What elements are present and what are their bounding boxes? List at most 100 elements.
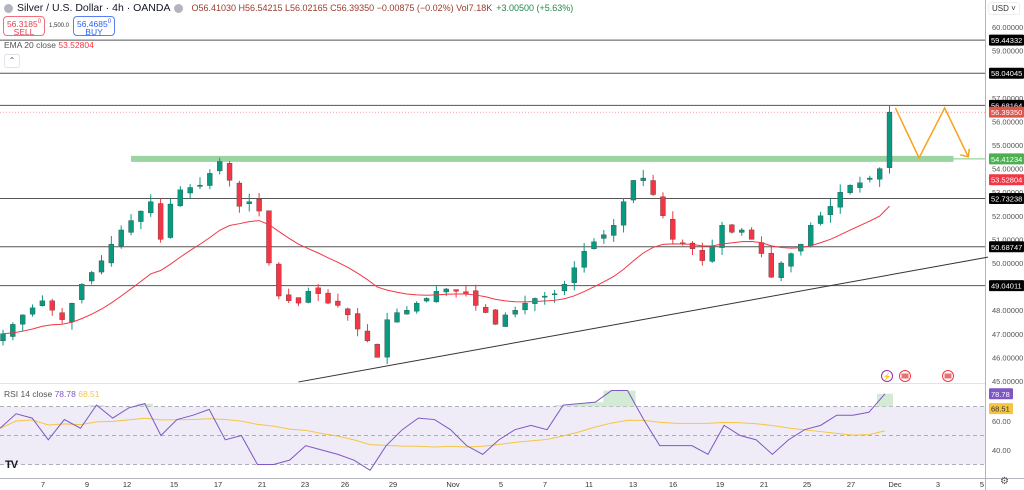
candle-body xyxy=(778,262,784,278)
candle xyxy=(59,307,65,324)
candle xyxy=(502,312,509,327)
candle xyxy=(118,225,124,249)
symbol-icon xyxy=(4,3,13,13)
candle xyxy=(236,180,243,213)
candle-body xyxy=(148,201,154,214)
candle-body xyxy=(492,309,499,325)
candle xyxy=(39,295,46,307)
candle xyxy=(266,210,272,266)
candle-body xyxy=(29,307,36,315)
currency-selector[interactable]: USD ˅ xyxy=(988,2,1020,15)
candle xyxy=(29,304,36,317)
candle-body xyxy=(295,297,302,304)
candle-body xyxy=(167,203,174,238)
time-tick-label: 13 xyxy=(629,480,637,489)
candle-body xyxy=(463,291,469,294)
candle xyxy=(877,167,883,187)
candle-body xyxy=(0,333,6,342)
candle xyxy=(689,241,696,255)
trade-panel: 56.31850 SELL 1,500.0 56.46850 BUY xyxy=(3,16,116,37)
buy-price: 56.4685 xyxy=(76,18,108,29)
candle xyxy=(512,306,518,318)
last-price-tag: 56.39350 xyxy=(989,106,1024,118)
gear-icon[interactable]: ⚙ xyxy=(1000,476,1009,487)
time-tick-label: 21 xyxy=(258,480,266,489)
candle xyxy=(463,285,469,297)
candle-body xyxy=(217,161,223,172)
rsi-overbought-fill xyxy=(619,390,636,407)
candle-body xyxy=(886,111,893,168)
candle xyxy=(276,262,282,300)
candle-body xyxy=(788,253,794,267)
time-tick-label: 27 xyxy=(847,480,855,489)
candle-body xyxy=(246,201,252,204)
candle xyxy=(217,157,223,175)
level-price-tag: 58.04045 xyxy=(989,67,1024,79)
candle-body xyxy=(670,219,676,240)
candle xyxy=(886,105,893,174)
price-tick-label: 59.00000 xyxy=(992,47,1023,56)
candle-body xyxy=(640,177,646,181)
candle xyxy=(148,194,154,217)
candle-body xyxy=(423,298,430,302)
candle xyxy=(748,227,755,240)
candle-body xyxy=(453,289,459,292)
candle xyxy=(758,236,765,258)
candle-body xyxy=(512,310,518,315)
rsi-overbought-fill xyxy=(603,390,620,407)
candle xyxy=(226,161,233,187)
time-tick-label: 19 xyxy=(716,480,724,489)
sell-price: 56.3185 xyxy=(6,18,38,29)
candle-body xyxy=(768,253,774,278)
rsi-legend-ma-value: 68.51 xyxy=(78,389,100,399)
candle xyxy=(532,297,538,312)
candle xyxy=(177,186,183,207)
candle xyxy=(364,324,371,343)
time-tick-label: 23 xyxy=(301,480,309,489)
event-circle xyxy=(881,370,893,382)
level-price-tag-bg xyxy=(989,280,1024,292)
candle-body xyxy=(325,292,331,304)
candle xyxy=(79,283,85,304)
level-price-tag: 59.44332 xyxy=(989,34,1024,46)
ema-price-tag: 53.52804 xyxy=(989,174,1024,186)
time-tick-label: 3 xyxy=(936,480,940,489)
candle xyxy=(768,245,774,279)
time-tick-label: 17 xyxy=(214,480,222,489)
tradingview-logo[interactable]: TV xyxy=(5,459,18,471)
candle-body xyxy=(315,287,321,294)
candle xyxy=(620,197,627,233)
time-tick-label: 11 xyxy=(585,480,593,489)
candle-body xyxy=(758,242,765,254)
candle xyxy=(10,322,16,341)
rsi-value-tag-bg xyxy=(989,388,1013,400)
candle-body xyxy=(305,291,312,303)
candle-body xyxy=(561,284,568,292)
time-tick-label: 5 xyxy=(980,480,984,489)
quantity[interactable]: 1,500.0 xyxy=(49,23,70,29)
last-price-tag-text: 56.39350 xyxy=(991,108,1022,117)
market-status-icon xyxy=(174,3,184,13)
candle xyxy=(601,230,607,244)
rsi-value-tag-text: 78.78 xyxy=(991,390,1010,399)
candle xyxy=(384,312,390,365)
candle-body xyxy=(502,314,509,327)
level-price-tag-text: 50.68747 xyxy=(991,243,1022,252)
candle-body xyxy=(482,306,489,313)
candle xyxy=(571,261,577,291)
sell-button[interactable]: 56.31850 SELL xyxy=(3,16,45,37)
buy-button[interactable]: 56.46850 BUY xyxy=(73,16,116,37)
candle xyxy=(778,261,784,282)
candle xyxy=(808,222,814,248)
price-tick-label: 60.00000 xyxy=(992,23,1023,32)
rsi-ma-line xyxy=(0,417,886,448)
candle xyxy=(817,211,824,226)
ema-legend-label: EMA 20 close xyxy=(4,40,56,50)
symbol-title[interactable]: Silver / U.S. Dollar · 4h · OANDA xyxy=(17,2,171,14)
chevron-up-icon[interactable]: ⌃ xyxy=(4,54,20,68)
candle-body xyxy=(49,300,55,311)
ema-legend[interactable]: EMA 20 close 53.52804 xyxy=(4,40,94,50)
time-tick-label: 7 xyxy=(543,480,547,489)
rsi-legend[interactable]: RSI 14 close 78.78 68.51 xyxy=(4,389,100,399)
